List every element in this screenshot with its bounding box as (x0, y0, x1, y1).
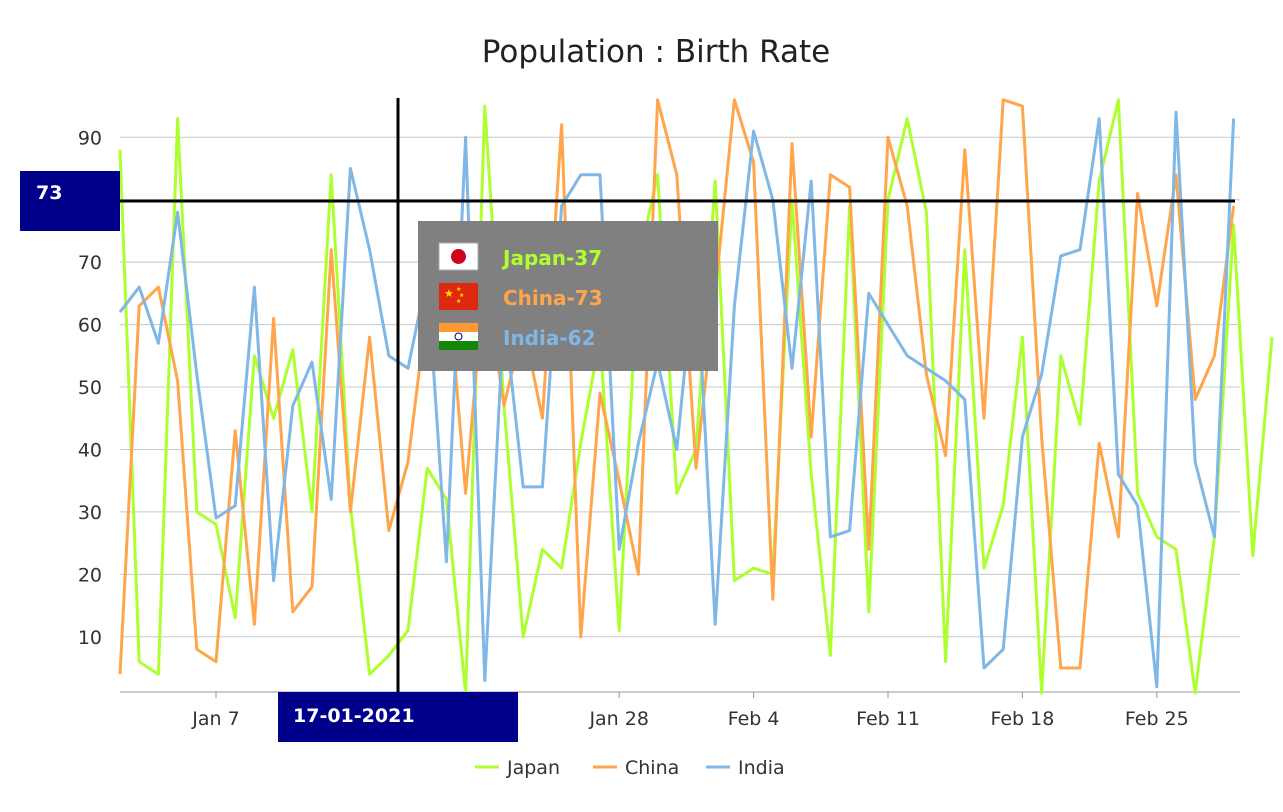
x-tick-label: Feb 4 (728, 708, 780, 730)
chart-title: Population : Birth Rate (482, 34, 830, 70)
legend-label-india: India (738, 757, 785, 779)
x-tick-label: Feb 25 (1125, 708, 1189, 730)
svg-text:★: ★ (459, 292, 464, 299)
x-tick-label: Feb 11 (856, 708, 920, 730)
y-tick-label: 40 (78, 439, 102, 461)
series-line-india (118, 110, 1236, 689)
japan-flag-icon (438, 242, 479, 271)
legend-label-china: China (625, 757, 679, 779)
y-tick-label: 50 (78, 377, 102, 399)
x-crosshair-label: 17-01-2021 (293, 705, 415, 727)
india-flag-icon (439, 323, 478, 350)
tooltip-china-label: China-73 (503, 286, 603, 310)
tooltip-india-label: India-62 (503, 326, 595, 350)
svg-text:★: ★ (444, 287, 454, 300)
y-crosshair-label: 73 (36, 182, 62, 204)
x-crosshair-marker (278, 692, 518, 742)
x-tick-label: Feb 18 (990, 708, 1054, 730)
legend: Japan China India (475, 757, 785, 779)
china-flag-icon: ★ ★ ★ ★ (439, 283, 478, 310)
series-lines (118, 98, 1274, 695)
y-tick-label: 70 (78, 252, 102, 274)
y-tick-label: 60 (78, 315, 102, 337)
y-crosshair-marker (20, 171, 120, 231)
series-line-china (118, 98, 1236, 675)
y-tick-label: 20 (78, 564, 102, 586)
x-tick-label: Jan 7 (191, 708, 239, 730)
tooltip: Japan-37 ★ ★ ★ ★ China-73 India-62 (418, 221, 718, 371)
y-tick-label: 90 (78, 127, 102, 149)
y-tick-label: 30 (78, 502, 102, 524)
y-tick-label: 10 (78, 627, 102, 649)
svg-text:★: ★ (456, 286, 461, 293)
svg-text:★: ★ (456, 298, 461, 305)
legend-label-japan: Japan (506, 757, 560, 779)
x-tick-label: Jan 28 (588, 708, 649, 730)
tooltip-japan-label: Japan-37 (501, 246, 602, 270)
